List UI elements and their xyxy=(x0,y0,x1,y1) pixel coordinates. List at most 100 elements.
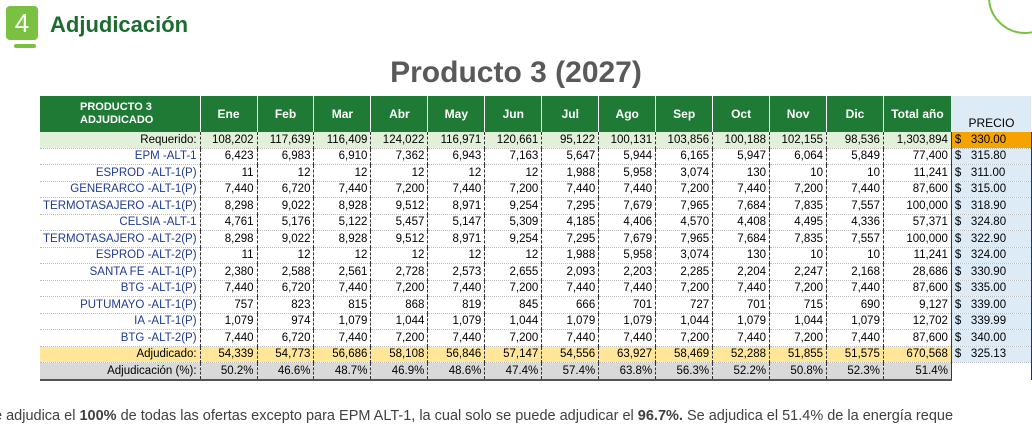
month-value-cell: 6,720 xyxy=(257,280,315,297)
month-value-cell: 4,570 xyxy=(655,214,714,231)
month-value-cell: 845 xyxy=(484,296,543,314)
month-value-cell: 12 xyxy=(313,164,372,182)
month-value-cell: 7,440 xyxy=(598,280,657,297)
row-label: SANTA FE -ALT-1(P) xyxy=(40,263,201,281)
month-value-cell: 54,339 xyxy=(200,346,258,363)
offer-row: GENERARCO -ALT-1(P) 7,440 6,720 7,440 7,200 7… xyxy=(40,181,1032,198)
month-value-cell: 8,971 xyxy=(427,197,486,215)
currency-symbol: $ xyxy=(954,298,962,311)
month-value-cell: 1,079 xyxy=(427,313,486,330)
header-month: Ene xyxy=(200,96,258,132)
month-value-cell: 12 xyxy=(370,247,429,264)
total-cell: 87,600 xyxy=(883,280,952,297)
month-value-cell: 7,440 xyxy=(313,181,372,198)
month-value-cell: 701 xyxy=(712,296,771,314)
month-value-cell: 1,079 xyxy=(712,313,771,330)
offer-row: PUTUMAYO -ALT-1(P) 757 823 815 868 819 845 666 7… xyxy=(40,296,1032,314)
header-product-label: PRODUCTO 3 ADJUDICADO xyxy=(40,96,201,132)
month-value-cell: 10 xyxy=(769,164,828,182)
month-value-cell: 757 xyxy=(200,296,258,314)
price-cell: $322.90 xyxy=(950,230,1032,248)
adjudicado-row: Adjudicado: 54,339 54,773 56,686 58,108 56,84… xyxy=(40,346,1032,363)
price-value: 339.00 xyxy=(970,298,1007,311)
month-value-cell: 124,022 xyxy=(370,132,429,149)
month-value-cell: 12 xyxy=(427,164,486,182)
price-value: 322.90 xyxy=(970,232,1007,245)
price-cell: $315.00 xyxy=(950,181,1032,198)
month-value-cell: 6,423 xyxy=(200,148,258,165)
month-value-cell: 2,588 xyxy=(257,263,315,281)
month-value-cell: 7,200 xyxy=(484,329,543,347)
month-value-cell: 52.3% xyxy=(826,362,884,381)
row-label: TERMOTASAJERO -ALT-2(P) xyxy=(40,230,201,248)
row-label: GENERARCO -ALT-1(P) xyxy=(40,181,201,198)
price-value: 335.00 xyxy=(970,282,1007,295)
month-value-cell: 666 xyxy=(541,296,600,314)
price-value: 324.00 xyxy=(970,249,1007,262)
month-value-cell: 7,679 xyxy=(598,197,657,215)
decorative-corner-arc xyxy=(988,0,1032,34)
month-value-cell: 56,686 xyxy=(313,346,372,363)
month-value-cell: 63,927 xyxy=(598,346,657,363)
month-value-cell: 1,044 xyxy=(769,313,828,330)
total-cell: 12,702 xyxy=(883,313,952,330)
month-value-cell: 116,971 xyxy=(427,132,486,149)
total-cell: 100,000 xyxy=(883,230,952,248)
price-value: 339.99 xyxy=(970,315,1007,328)
header-month: Sep xyxy=(655,96,714,132)
price-value: 340.00 xyxy=(970,331,1007,344)
month-value-cell: 7,440 xyxy=(313,329,372,347)
month-value-cell: 868 xyxy=(370,296,429,314)
month-value-cell: 1,988 xyxy=(541,164,600,182)
currency-symbol: $ xyxy=(954,150,962,163)
month-value-cell: 7,440 xyxy=(200,181,258,198)
month-value-cell: 8,971 xyxy=(427,230,486,248)
month-value-cell: 2,203 xyxy=(598,263,657,281)
month-value-cell: 7,440 xyxy=(712,181,771,198)
header-product-line1: PRODUCTO 3 xyxy=(80,101,152,113)
currency-symbol: $ xyxy=(954,331,962,344)
month-value-cell: 2,655 xyxy=(484,263,543,281)
total-cell: 77,400 xyxy=(883,148,952,165)
offer-row: ESPROD -ALT-1(P) 11 12 12 12 12 12 1,988 5,958 3,… xyxy=(40,164,1032,182)
header-month: Mar xyxy=(313,96,372,132)
month-value-cell: 95,122 xyxy=(541,132,600,149)
month-value-cell: 4,408 xyxy=(712,214,771,231)
month-value-cell: 5,176 xyxy=(257,214,315,231)
price-cell: $318.90 xyxy=(950,197,1032,215)
month-value-cell: 8,298 xyxy=(200,230,258,248)
total-cell: 670,568 xyxy=(883,346,952,363)
month-value-cell: 9,512 xyxy=(370,197,429,215)
adjudication-table: PRODUCTO 3 ADJUDICADO Ene Feb Mar Abr May… xyxy=(40,96,1032,381)
offer-row: CELSIA -ALT-1 4,761 5,176 5,122 5,457 5,147 5,… xyxy=(40,214,1032,231)
month-value-cell: 56.3% xyxy=(655,362,714,381)
row-label: Adjudicación (%): xyxy=(40,362,201,381)
row-label: EPM -ALT-1 xyxy=(40,148,201,165)
month-value-cell: 108,202 xyxy=(200,132,258,149)
month-value-cell: 98,536 xyxy=(826,132,884,149)
month-value-cell: 11 xyxy=(200,247,258,264)
currency-symbol: $ xyxy=(954,265,962,278)
header-month: Ago xyxy=(598,96,657,132)
header-month: Abr xyxy=(370,96,429,132)
month-value-cell: 4,406 xyxy=(598,214,657,231)
month-value-cell: 715 xyxy=(769,296,828,314)
month-value-cell: 7,440 xyxy=(541,280,600,297)
month-value-cell: 701 xyxy=(598,296,657,314)
month-value-cell: 9,512 xyxy=(370,230,429,248)
total-cell: 28,686 xyxy=(883,263,952,281)
percent-row: Adjudicación (%): 50.2% 46.6% 48.7% 46.9% 48.… xyxy=(40,362,1032,381)
total-cell: 9,127 xyxy=(883,296,952,314)
month-value-cell: 5,647 xyxy=(541,148,600,165)
month-value-cell: 47.4% xyxy=(484,362,543,381)
total-cell: 87,600 xyxy=(883,329,952,347)
month-value-cell: 10 xyxy=(769,247,828,264)
month-value-cell: 1,079 xyxy=(313,313,372,330)
offer-row: TERMOTASAJERO -ALT-2(P) 8,298 9,022 8,928 9,… xyxy=(40,230,1032,248)
header-month: Dic xyxy=(826,96,884,132)
price-cell: $311.00 xyxy=(950,164,1032,182)
header-month: Jun xyxy=(484,96,543,132)
offer-row: BTG -ALT-1(P) 7,440 6,720 7,440 7,200 7,440 7,… xyxy=(40,280,1032,297)
required-row: Requerido: 108,202 117,639 116,409 124,022 11… xyxy=(40,132,1032,149)
month-value-cell: 5,122 xyxy=(313,214,372,231)
